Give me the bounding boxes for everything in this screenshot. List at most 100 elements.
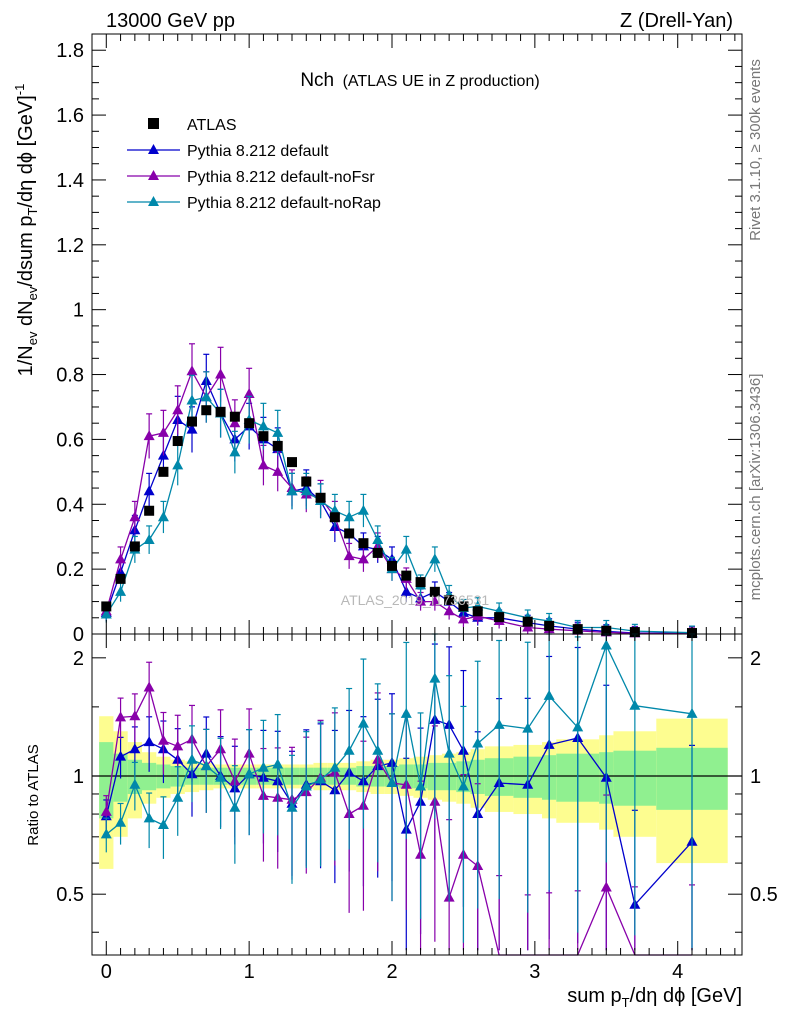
ratio-line — [105, 719, 693, 907]
atlas-point — [429, 586, 440, 597]
ratio-marks — [100, 633, 698, 956]
ratio-y-tick-label-right: 0.5 — [750, 884, 778, 906]
data-point — [186, 365, 198, 376]
ratio-point — [543, 689, 555, 700]
xlabel: sum pT/dη dϕ [GeV] — [567, 985, 742, 1010]
ratio-point — [300, 780, 312, 791]
ratio-y-tick-label-right: 2 — [750, 648, 761, 670]
atlas-point — [287, 457, 297, 468]
atlas-point — [101, 601, 112, 612]
rivet-label: Rivet 3.1.10, ≥ 300k events — [747, 59, 764, 241]
data-point — [172, 459, 184, 470]
x-tick-label: 3 — [529, 961, 540, 983]
data-point — [115, 553, 127, 564]
ratio-point — [157, 734, 169, 745]
ratio-point — [229, 801, 241, 812]
atlas-point — [187, 416, 197, 427]
data-point — [115, 585, 127, 596]
ratio-point — [129, 778, 141, 789]
ratio-point — [172, 791, 184, 802]
atlas-point — [415, 577, 426, 588]
legend-entry: ATLAS — [148, 117, 237, 134]
ratio-y-tick-label-right: 1 — [750, 766, 761, 788]
ratio-point — [143, 736, 155, 747]
legend-marker — [148, 118, 159, 129]
ratio-point — [272, 758, 284, 769]
y-tick-label: 1 — [73, 300, 84, 322]
ratio-y-tick-label: 1 — [73, 766, 84, 788]
atlas-point — [172, 436, 183, 447]
ratio-point — [157, 819, 169, 830]
main-marks — [100, 343, 698, 639]
ratio-axes: 0.5 0.5 1 1 2 2 0 1 2 3 4 — [56, 634, 778, 983]
data-point — [215, 368, 227, 379]
ratio-point — [572, 721, 584, 732]
ratio-line — [105, 643, 693, 835]
title-text: Nch (ATLAS UE in Z production) — [300, 70, 539, 91]
data-point — [343, 550, 355, 561]
data-point — [286, 485, 298, 496]
title-subtitle: (ATLAS UE in Z production) — [343, 73, 540, 90]
ratio-point — [600, 639, 612, 650]
ratio-panel: 0.5 0.5 1 1 2 2 0 1 2 3 4 Ratio to ATLAS — [25, 633, 778, 983]
data-point — [357, 504, 369, 515]
atlas-point — [229, 411, 240, 422]
legend-marker — [148, 170, 159, 180]
x-tick-label: 1 — [244, 961, 255, 983]
data-point — [200, 391, 212, 402]
ratio-point — [243, 768, 255, 779]
data-point — [257, 420, 269, 431]
main-ylabel: 1/Nev dNev/dsum pT/dη dϕ [GeV]-1 — [12, 84, 40, 377]
ratio-point — [115, 750, 127, 761]
watermark: ATLAS_2019_I1736531 — [341, 592, 490, 608]
ratio-point — [522, 722, 534, 733]
data-point — [243, 388, 255, 398]
ratio-point — [400, 707, 412, 718]
ratio-point — [372, 744, 384, 755]
process-label: Z (Drell-Yan) — [620, 10, 733, 32]
y-tick-label: 1.4 — [56, 170, 84, 192]
y-tick-label: 1.2 — [56, 235, 84, 257]
data-point — [357, 553, 369, 564]
ratio-point — [472, 737, 484, 748]
data-point — [400, 585, 412, 596]
legend-label: ATLAS — [187, 117, 237, 134]
data-point — [372, 533, 384, 544]
ratio-point — [457, 780, 469, 791]
atlas-point — [301, 476, 312, 487]
atlas-point — [522, 616, 533, 627]
data-point — [300, 485, 312, 496]
data-point — [272, 465, 284, 476]
ratio-ylabel: Ratio to ATLAS — [25, 744, 42, 845]
data-point — [157, 511, 169, 522]
data-point — [400, 543, 412, 554]
atlas-point — [315, 492, 326, 503]
atlas-point — [329, 512, 340, 523]
y-tick-label: 0.8 — [56, 365, 84, 387]
atlas-point — [444, 594, 455, 605]
atlas-point — [272, 440, 283, 451]
ratio-point — [686, 707, 698, 718]
data-point — [129, 511, 141, 522]
data-point — [186, 394, 198, 405]
data-point — [429, 595, 441, 606]
ratio-point — [343, 744, 355, 755]
main-panel: 0 0.2 0.4 0.6 0.8 1 1.2 1.4 1.6 1.8 ATLAS_2019_I1… — [12, 33, 743, 646]
ratio-point — [493, 718, 505, 729]
main-axes: 0 0.2 0.4 0.6 0.8 1 1.2 1.4 1.6 1.8 — [56, 34, 742, 646]
ratio-point — [286, 801, 298, 812]
atlas-point — [115, 573, 126, 584]
y-tick-label: 0.6 — [56, 429, 84, 451]
atlas-point — [344, 528, 355, 539]
ratio-point — [386, 776, 398, 787]
atlas-point — [215, 406, 226, 417]
data-point — [143, 485, 155, 496]
y-tick-label: 0.2 — [56, 559, 84, 581]
data-point — [457, 613, 469, 624]
ratio-point — [100, 828, 112, 839]
data-point — [229, 417, 241, 428]
ratio-point — [115, 816, 127, 827]
ratio-point — [629, 699, 641, 710]
legend: ATLAS Pythia 8.212 default Pythia 8.212 de… — [127, 117, 381, 212]
